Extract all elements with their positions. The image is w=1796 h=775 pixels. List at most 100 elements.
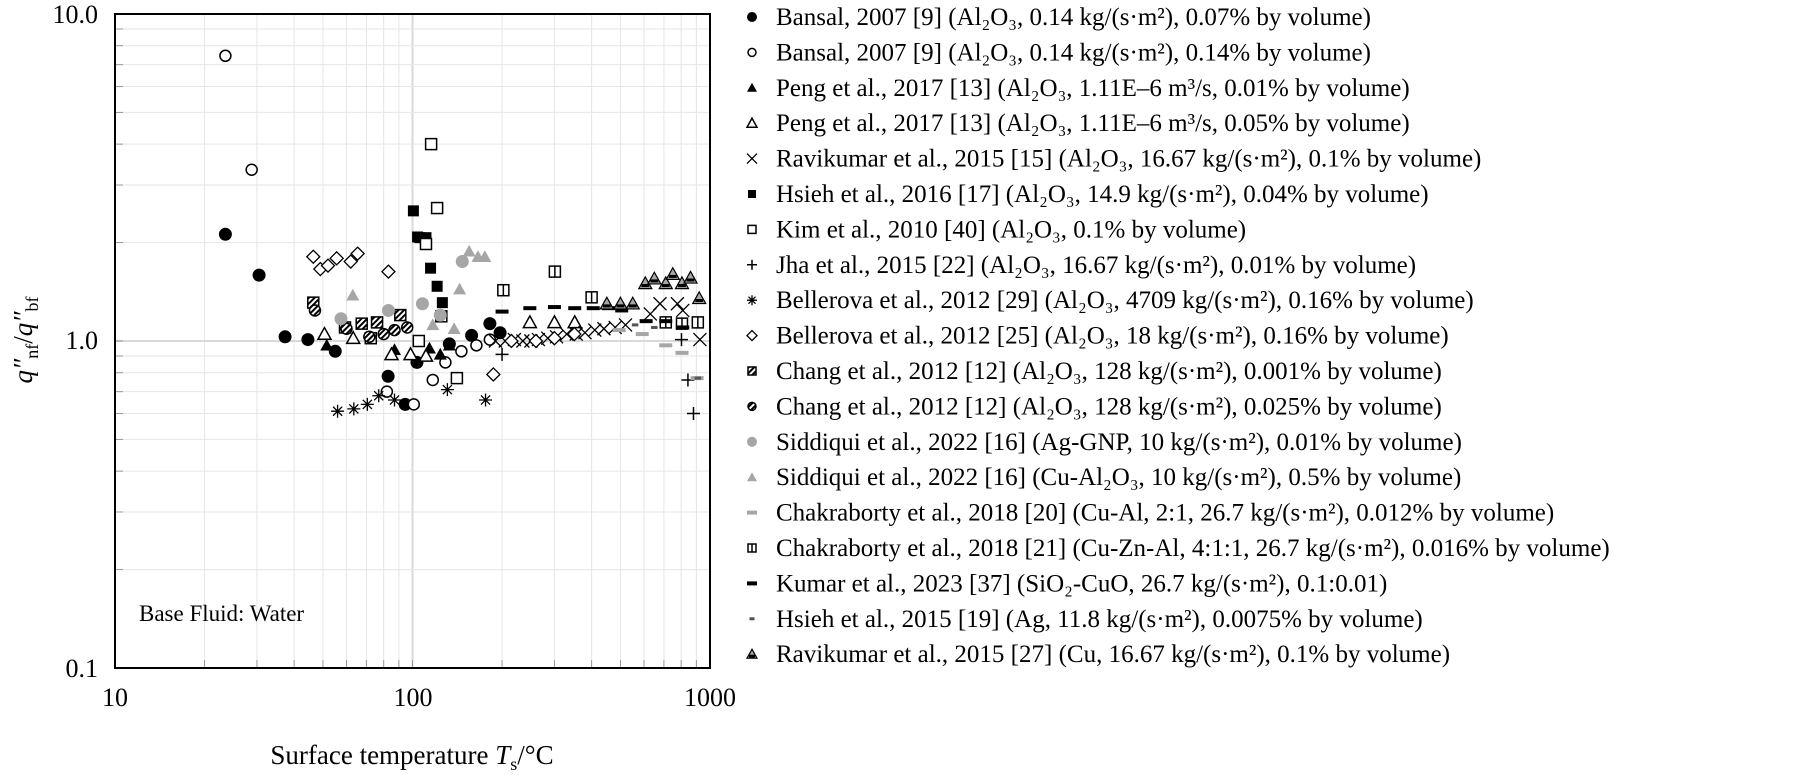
legend-label: Peng et al., 2017 [13] (Al₂O₃, 1.11E–6 m… [776,75,1410,102]
legend-marker-icon [747,510,757,515]
data-point [692,332,707,347]
legend-label: Bansal, 2007 [9] (Al₂O₃, 0.14 kg/(s·m²),… [776,39,1371,66]
data-point [548,265,562,278]
data-point [407,205,419,217]
data-point [528,333,544,349]
legend-label: Kim et al., 2010 [40] (Al₂O₃, 0.1% by vo… [776,216,1246,243]
data-point [658,275,674,290]
data-point [431,280,443,292]
legend-item: Ravikumar et al., 2015 [27] (Cu, 16.67 k… [745,641,1450,668]
legend-item: Bansal, 2007 [9] (Al₂O₃, 0.14 kg/(s·m²),… [747,39,1371,66]
legend-marker-icon [749,617,755,621]
legend-item: Hsieh et al., 2016 [17] (Al₂O₃, 14.9 kg/… [748,181,1429,208]
data-point [433,308,447,322]
legend-label: Chakraborty et al., 2018 [20] (Cu-Al, 2:… [776,500,1554,527]
data-point [346,288,360,301]
data-point [665,266,681,281]
data-point [675,303,690,318]
data-point [547,305,561,310]
data-point [547,330,562,346]
data-point [331,404,345,418]
x-tick-label: 1000 [684,683,736,712]
data-point [675,350,689,355]
series-12 [308,304,414,344]
data-point [430,201,444,215]
data-point [414,232,426,244]
legend-marker-icon [747,82,757,92]
data-point [578,325,592,340]
data-point [586,306,600,311]
legend-label: Bellerova et al., 2012 [29] (Al₂O₃, 4709… [776,287,1474,314]
legend-item: Chakraborty et al., 2018 [20] (Cu-Al, 2:… [747,500,1554,527]
data-point [350,246,366,262]
legend-label: Hsieh et al., 2015 [19] (Ag, 11.8 kg/(s·… [776,606,1423,633]
data-point [635,332,649,337]
data-point [329,250,345,266]
data-point [599,296,615,310]
data-point [433,347,447,360]
legend: Bansal, 2007 [9] (Al₂O₃, 0.14 kg/(s·m²),… [745,4,1610,668]
legend-item: Jha et al., 2015 [22] (Al₂O₃, 16.67 kg/(… [747,252,1416,279]
data-point [328,344,342,358]
y-axis-title: q″nf/q″bf [8,296,42,383]
series-9 [331,383,493,418]
grid-lines [115,14,710,668]
data-point [465,328,479,342]
data-point [522,314,538,329]
data-point [308,304,322,317]
y-tick-label: 1.0 [66,326,99,355]
data-point [546,314,563,329]
legend-label: Kumar et al., 2023 [37] (SiO₂-CuO, 26.7 … [776,570,1387,597]
data-point [419,237,433,251]
data-point [383,346,400,361]
legend-marker-icon [747,47,757,58]
data-point [566,326,582,342]
data-point [380,385,394,398]
legend-label: Siddiqui et al., 2022 [16] (Ag-GNP, 10 k… [776,429,1462,456]
data-point [651,325,658,329]
series-8 [495,333,700,421]
data-point [646,271,662,285]
legend-item: Chang et al., 2012 [12] (Al₂O₃, 128 kg/(… [747,358,1442,385]
legend-marker-icon [745,116,759,128]
data-point [394,308,407,322]
data-point [478,250,492,262]
data-point [320,338,334,351]
data-point [381,303,395,317]
data-point [691,316,705,329]
data-point [653,296,667,311]
data-point [402,346,419,361]
data-point [596,321,611,336]
legend-label: Chang et al., 2012 [12] (Al₂O₃, 128 kg/(… [776,393,1442,420]
legend-label: Hsieh et al., 2016 [17] (Al₂O₃, 14.9 kg/… [776,181,1429,208]
legend-label: Chakraborty et al., 2018 [21] (Cu-Zn-Al,… [776,535,1610,562]
data-point [426,373,440,387]
data-point [381,369,395,383]
data-point [370,316,384,329]
legend-item: Bellerova et al., 2012 [25] (Al₂O₃, 18 k… [746,323,1449,350]
data-point [343,254,359,269]
x-axis-title: Surface temperature Ts/°C [270,740,553,774]
legend-marker-icon [746,329,758,342]
data-point [686,407,700,421]
data-point [334,312,348,326]
data-point [360,397,374,411]
data-point [495,309,509,314]
y-tick-label: 0.1 [66,654,99,683]
legend-label: Ravikumar et al., 2015 [27] (Cu, 16.67 k… [776,641,1450,668]
series-18 [631,323,702,380]
data-point [372,389,386,403]
data-point [347,402,361,416]
legend-marker-icon [747,436,757,447]
data-point [495,347,509,361]
legend-label: Ravikumar et al., 2015 [15] (Al₂O₃, 16.6… [776,146,1481,173]
data-point [470,339,483,352]
series-10 [305,246,582,382]
data-point [398,397,412,411]
data-point [442,338,456,351]
data-point [503,333,519,349]
data-point [455,345,468,358]
series-14 [346,244,492,334]
data-point [320,258,336,274]
